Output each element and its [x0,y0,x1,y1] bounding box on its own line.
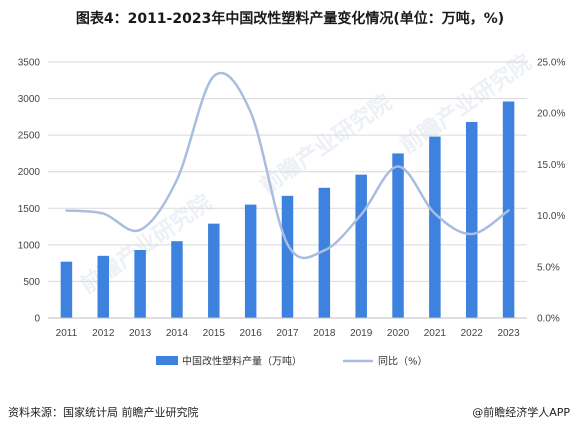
y-left-tick-label: 3000 [18,94,41,105]
y-right-tick-label: 10.0% [537,211,565,222]
y-right-tick-label: 5.0% [537,262,560,273]
chart-title: 图表4：2011-2023年中国改性塑料产量变化情况(单位：万吨，%) [75,11,505,27]
legend: 中国改性塑料产量（万吨） 同比（%） [156,355,428,368]
legend-swatch-bar [156,356,178,365]
axes: 0 500 1000 1500 2000 2500 3000 3500 0.0% 5.0% 10.0… [18,58,566,340]
bar [244,204,257,318]
watermark-text: 前瞻产业研究院 [255,89,396,199]
line-series [65,71,510,260]
source-note: 资料来源：国家统计局 前瞻产业研究院 [8,406,199,419]
y-left-tick-label: 3500 [18,58,41,69]
y-left-tick-label: 2500 [18,131,41,142]
y-left-tick-label: 0 [34,314,40,325]
x-tick-label: 2015 [203,328,226,339]
y-left-tick-label: 1000 [18,240,41,251]
x-tick-label: 2014 [166,328,189,339]
y-left-tick-label: 500 [23,277,40,288]
bar [318,187,331,318]
bar [208,223,220,318]
bar [429,136,441,318]
x-tick-label: 2017 [276,328,299,339]
yoy-line [65,71,510,260]
y-left-tick-label: 2000 [18,167,41,178]
bar [171,241,183,318]
x-tick-label: 2011 [56,328,78,339]
bar [281,195,294,318]
x-tick-label: 2021 [424,328,447,339]
x-tick-label: 2022 [461,328,484,339]
y-right-tick-label: 15.0% [537,160,565,171]
y-left-tick-label: 1500 [18,204,41,215]
x-tick-label: 2018 [313,328,336,339]
x-tick-label: 2019 [350,328,373,339]
bar [392,153,404,318]
bar [97,255,110,318]
x-tick-label: 2020 [387,328,410,339]
x-tick-label: 2016 [240,328,263,339]
y-right-tick-label: 20.0% [537,109,565,120]
bar [355,174,367,318]
legend-label-bar: 中国改性塑料产量（万吨） [182,355,302,368]
watermark-text: 前瞻产业研究院 [75,189,216,299]
y-right-tick-label: 25.0% [537,58,565,69]
x-tick-label: 2012 [92,328,115,339]
bar [134,249,146,318]
brand-credit: @前瞻经济学人APP [472,406,570,419]
legend-label-line: 同比（%） [378,356,428,368]
bar [60,261,73,318]
y-right-tick-label: 0.0% [537,314,560,325]
bar-series [60,101,515,318]
x-tick-label: 2013 [129,328,152,339]
x-tick-label: 2023 [497,328,520,339]
bar [465,121,478,318]
